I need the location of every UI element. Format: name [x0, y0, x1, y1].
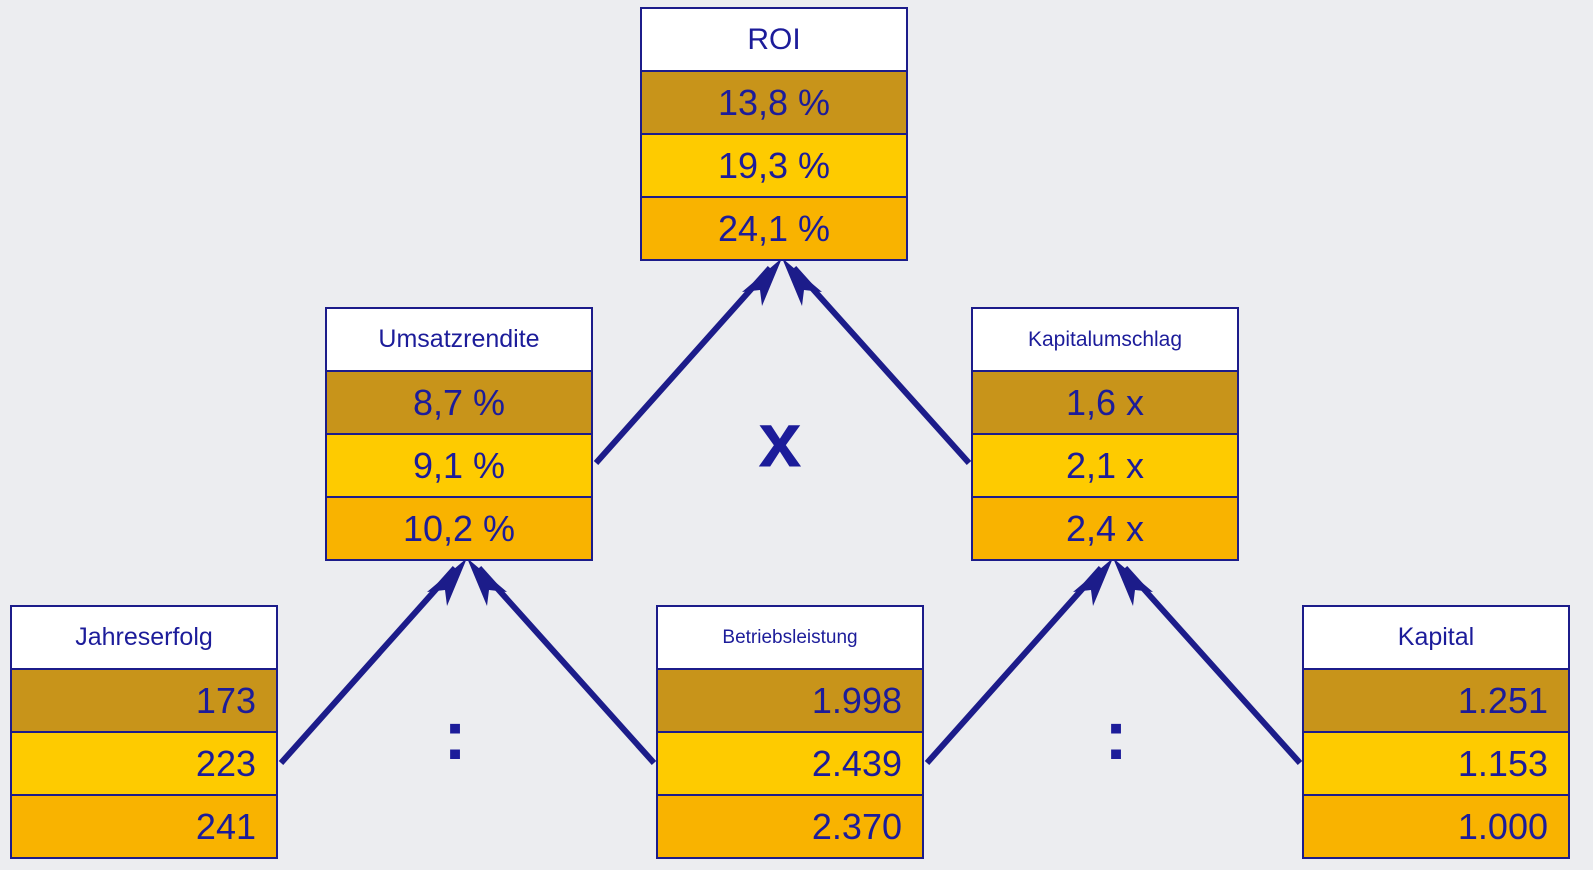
- kpi-value: 2,1 x: [973, 433, 1237, 496]
- arrow: [593, 266, 773, 465]
- arrow: [476, 565, 657, 766]
- kpi-value: 223: [12, 731, 276, 794]
- kpi-value: 2.370: [658, 794, 922, 857]
- arrow: [791, 265, 972, 466]
- kpi-value: 24,1 %: [642, 196, 906, 259]
- arrowhead: [427, 558, 467, 606]
- kpi-label: Kapital: [1304, 607, 1568, 668]
- arrowhead: [1113, 558, 1153, 606]
- kpi-value: 1.998: [658, 668, 922, 731]
- kpi-value: 10,2 %: [327, 496, 591, 559]
- kpi-box: Betriebsleistung 1.998 2.439 2.370: [656, 605, 924, 859]
- kpi-box: Kapitalumschlag 1,6 x 2,1 x 2,4 x: [971, 307, 1239, 561]
- kpi-box: Umsatzrendite 8,7 % 9,1 % 10,2 %: [325, 307, 593, 561]
- arrow: [278, 566, 458, 765]
- kpi-value: 19,3 %: [642, 133, 906, 196]
- kpi-value: 9,1 %: [327, 433, 591, 496]
- kpi-label: Kapitalumschlag: [973, 309, 1237, 370]
- kpi-value: 2.439: [658, 731, 922, 794]
- kpi-value: 1.000: [1304, 794, 1568, 857]
- kpi-box: Kapital 1.251 1.153 1.000: [1302, 605, 1570, 859]
- kpi-label: Jahreserfolg: [12, 607, 276, 668]
- arrow: [1122, 565, 1303, 766]
- kpi-box: Jahreserfolg 173 223 241: [10, 605, 278, 859]
- arrowhead: [742, 258, 782, 306]
- kpi-value: 2,4 x: [973, 496, 1237, 559]
- kpi-box: ROI 13,8 % 19,3 % 24,1 %: [640, 7, 908, 261]
- kpi-value: 13,8 %: [642, 70, 906, 133]
- kpi-value: 8,7 %: [327, 370, 591, 433]
- arrowhead: [782, 258, 822, 306]
- operator: :: [1104, 696, 1128, 774]
- arrowhead: [1073, 558, 1113, 606]
- kpi-value: 173: [12, 668, 276, 731]
- arrow: [924, 566, 1104, 765]
- arrowhead: [467, 558, 507, 606]
- kpi-label: Umsatzrendite: [327, 309, 591, 370]
- operator: x: [758, 395, 802, 484]
- kpi-value: 1,6 x: [973, 370, 1237, 433]
- kpi-value: 1.251: [1304, 668, 1568, 731]
- kpi-label: ROI: [642, 9, 906, 70]
- kpi-value: 1.153: [1304, 731, 1568, 794]
- kpi-value: 241: [12, 794, 276, 857]
- operator: :: [443, 696, 467, 774]
- kpi-label: Betriebsleistung: [658, 607, 922, 668]
